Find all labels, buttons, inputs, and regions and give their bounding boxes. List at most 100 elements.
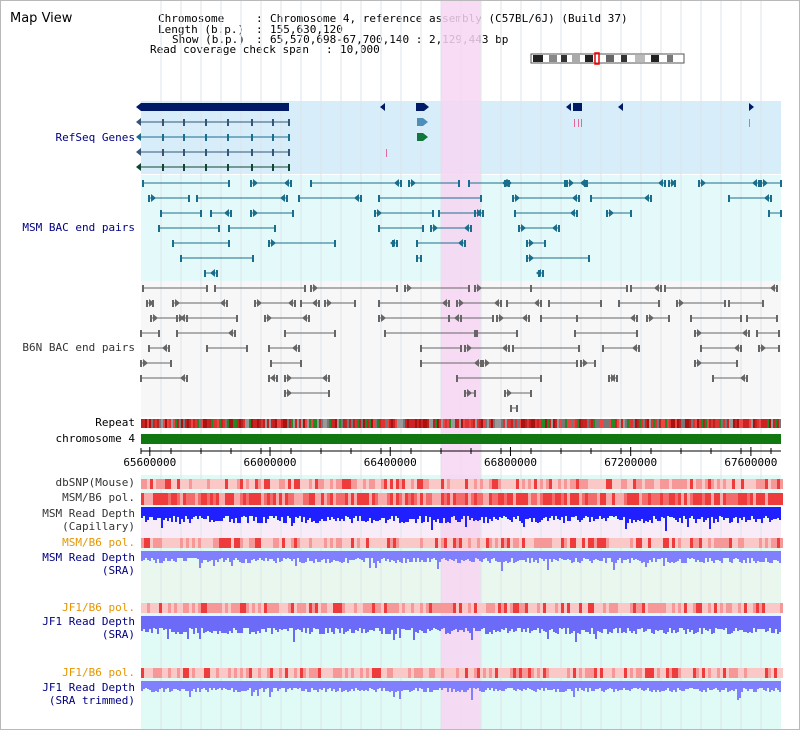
track-label-msm-depth-sra[interactable]: MSM Read Depth: [42, 551, 135, 564]
chromosome-ideogram[interactable]: [530, 52, 685, 65]
repeat-element: [377, 419, 379, 428]
depth-bar: [369, 616, 371, 630]
heat-cell: [234, 493, 237, 505]
heat-tracks[interactable]: [141, 479, 783, 678]
depth-bar: [431, 616, 433, 630]
depth-bar: [203, 507, 205, 519]
depth-bar: [231, 616, 233, 633]
depth-bar: [337, 616, 339, 629]
depth-bar: [521, 681, 523, 691]
heat-cell: [729, 668, 732, 678]
bac-end-right: [218, 225, 220, 232]
feature-arrow: [224, 209, 229, 217]
heat-cell: [465, 538, 468, 548]
heat-cell: [612, 479, 615, 489]
heat-cell: [366, 479, 369, 489]
depth-bar: [747, 551, 749, 558]
track-label-b6n-bac[interactable]: B6N BAC end pairs: [22, 341, 135, 354]
depth-bar: [271, 616, 273, 634]
b6n-bac-track[interactable]: [140, 284, 780, 412]
bac-end-left: [140, 375, 142, 382]
repeat-element: [711, 419, 713, 428]
depth-bar: [231, 507, 233, 519]
repeat-element: [745, 419, 747, 428]
heat-cell: [522, 603, 525, 613]
repeat-track[interactable]: [141, 419, 781, 428]
heat-cell: [453, 493, 456, 505]
depth-bar: [517, 507, 519, 516]
repeat-element: [365, 419, 367, 428]
depth-bar: [591, 507, 593, 517]
refseq-gene-block: [417, 133, 423, 141]
heat-cell: [444, 668, 447, 678]
depth-bar: [255, 551, 257, 561]
track-label-refseq[interactable]: RefSeq Genes: [55, 131, 135, 144]
bac-end-right: [230, 210, 232, 217]
depth-bar: [763, 681, 765, 690]
refseq-genes-track[interactable]: [136, 103, 754, 171]
chromosome-bar[interactable]: [141, 434, 781, 444]
depth-bar: [563, 507, 565, 523]
heat-cell: [687, 603, 690, 613]
heat-cell: [669, 603, 672, 613]
depth-bar: [169, 551, 171, 561]
depth-bar: [477, 551, 479, 559]
heat-cell: [486, 493, 489, 505]
msm-bac-track[interactable]: [142, 179, 782, 277]
track-label-msm-pol-2[interactable]: MSM/B6 pol.: [62, 536, 135, 549]
depth-bar: [451, 507, 453, 517]
heat-cell: [540, 668, 543, 678]
heat-cell: [717, 493, 720, 505]
depth-bar: [509, 681, 511, 688]
depth-tracks[interactable]: [141, 507, 781, 700]
depth-bar: [665, 681, 667, 690]
track-label-jf1-pol-1[interactable]: JF1/B6 pol.: [62, 601, 135, 614]
heat-cell: [504, 493, 507, 505]
bac-end-right: [460, 345, 462, 352]
depth-bar: [401, 551, 403, 563]
heat-cell: [666, 493, 669, 505]
heat-cell: [636, 538, 639, 548]
track-label-jf1-pol-2[interactable]: JF1/B6 pol.: [62, 666, 135, 679]
feature-arrow: [697, 359, 702, 367]
depth-bar: [329, 681, 331, 688]
depth-bar: [329, 616, 331, 628]
depth-bar: [373, 507, 375, 520]
depth-bar: [157, 551, 159, 559]
track-label-msm-bac[interactable]: MSM BAC end pairs: [22, 221, 135, 234]
feature-arrow: [476, 209, 481, 217]
depth-bar: [421, 507, 423, 523]
depth-bar: [191, 616, 193, 629]
heat-cell: [651, 493, 654, 505]
depth-bar: [175, 681, 177, 689]
heat-cell: [363, 538, 366, 548]
heat-cell: [633, 493, 636, 505]
track-label-msm-pol-1[interactable]: MSM/B6 pol.: [62, 491, 135, 504]
heat-cell: [399, 668, 402, 678]
depth-bar: [755, 616, 757, 632]
depth-bar: [335, 616, 337, 628]
depth-bar: [599, 507, 601, 516]
depth-bar: [597, 616, 599, 631]
depth-bar: [733, 551, 735, 559]
track-label-jf1-depth-trim[interactable]: JF1 Read Depth: [42, 681, 135, 694]
depth-bar: [639, 616, 641, 629]
track-label-dbsnp[interactable]: dbSNP(Mouse): [55, 476, 135, 489]
heat-cell: [591, 668, 594, 678]
depth-bar: [705, 551, 707, 558]
heat-cell: [192, 479, 195, 489]
heat-cell: [288, 603, 291, 613]
repeat-element: [705, 419, 707, 428]
heat-cell: [579, 538, 582, 548]
track-label-msm-depth-cap[interactable]: MSM Read Depth: [42, 507, 135, 520]
depth-bar: [311, 616, 313, 632]
heat-cell: [318, 479, 321, 489]
depth-bar: [775, 616, 777, 629]
repeat-element: [435, 419, 437, 428]
track-label-jf1-depth-sra[interactable]: JF1 Read Depth: [42, 615, 135, 628]
heat-cell: [468, 493, 471, 505]
bac-end-right: [234, 330, 236, 337]
heat-cell: [375, 538, 378, 548]
depth-bar: [355, 507, 357, 516]
